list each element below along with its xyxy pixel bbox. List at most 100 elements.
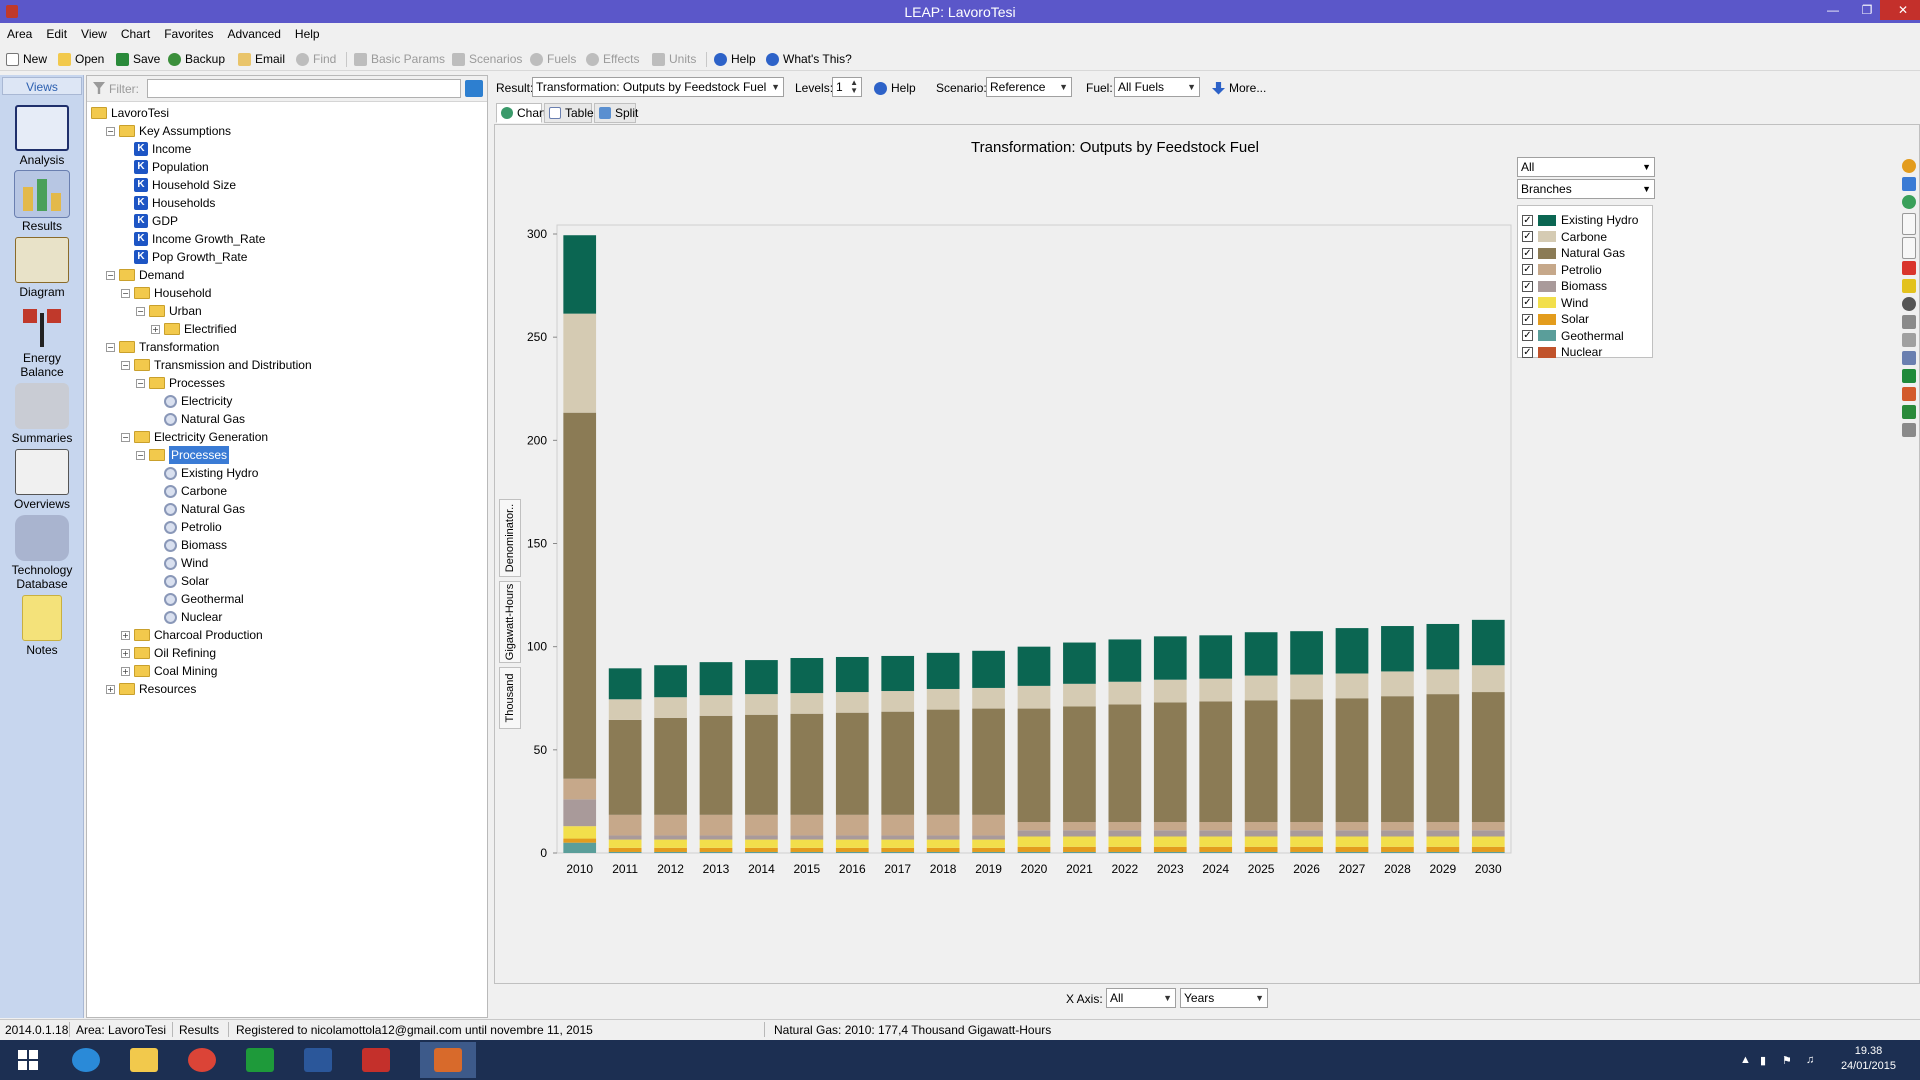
- bar-segment-petrolio[interactable]: [608, 814, 642, 836]
- bar-segment-petrolio[interactable]: [1426, 822, 1460, 831]
- x-axis-select[interactable]: All ▼: [1106, 988, 1176, 1008]
- bar-segment-biomass[interactable]: [790, 835, 824, 840]
- checkbox-checked-icon[interactable]: ✓: [1522, 313, 1533, 325]
- tree-node-key-assumption[interactable]: K GDP: [121, 212, 178, 230]
- bar-segment-carbone[interactable]: [1381, 671, 1414, 697]
- bar-segment-carbone[interactable]: [745, 694, 778, 715]
- leap-app-icon[interactable]: [6, 5, 18, 18]
- taskbar-file-explorer[interactable]: [116, 1042, 172, 1078]
- collapse-icon[interactable]: −: [106, 342, 115, 352]
- legend-item[interactable]: ✓ Geothermal: [1522, 328, 1624, 344]
- bar-segment-natural-gas[interactable]: [1471, 692, 1505, 823]
- result-help-button[interactable]: Help: [874, 80, 916, 96]
- menu-help[interactable]: Help: [294, 27, 320, 41]
- bar-segment-geothermal[interactable]: [608, 851, 642, 853]
- legend-item[interactable]: ✓ Nuclear: [1522, 344, 1602, 360]
- bar-segment-solar[interactable]: [563, 838, 597, 843]
- bar-segment-natural-gas[interactable]: [608, 719, 642, 815]
- bar-segment-wind[interactable]: [1199, 836, 1233, 847]
- bar-segment-petrolio[interactable]: [1108, 822, 1142, 831]
- bar-segment-existing-hydro[interactable]: [1153, 636, 1187, 680]
- tree-node-process[interactable]: Geothermal: [151, 590, 244, 608]
- bar-segment-existing-hydro[interactable]: [563, 235, 597, 314]
- more-button[interactable]: More...: [1212, 80, 1266, 96]
- zero-axis-icon[interactable]: [1902, 213, 1916, 235]
- maximize-button[interactable]: ❐: [1861, 3, 1873, 17]
- tab-chart[interactable]: Chart: [496, 103, 546, 123]
- result-select[interactable]: Transformation: Outputs by Feedstock Fue…: [532, 77, 784, 97]
- expand-icon[interactable]: +: [121, 648, 130, 658]
- volume-icon[interactable]: ♫: [1806, 1054, 1815, 1066]
- taskbar-clock[interactable]: 19.38 24/01/2015: [1841, 1044, 1896, 1074]
- bar-segment-carbone[interactable]: [1244, 675, 1278, 701]
- bar-segment-petrolio[interactable]: [1290, 822, 1323, 831]
- bar-segment-solar[interactable]: [654, 847, 687, 852]
- tree-node-folder[interactable]: − Transformation: [106, 338, 219, 356]
- network-icon[interactable]: ▮: [1760, 1055, 1767, 1067]
- collapse-icon[interactable]: −: [136, 450, 145, 460]
- tree-node-folder[interactable]: + Coal Mining: [121, 662, 217, 680]
- bar-segment-natural-gas[interactable]: [1290, 699, 1323, 823]
- bar-segment-biomass[interactable]: [1199, 830, 1233, 837]
- bar-segment-natural-gas[interactable]: [1017, 708, 1051, 823]
- bar-segment-carbone[interactable]: [563, 313, 597, 413]
- bar-segment-carbone[interactable]: [608, 699, 642, 720]
- menu-favorites[interactable]: Favorites: [164, 27, 214, 41]
- bar-segment-geothermal[interactable]: [926, 851, 960, 853]
- bar-segment-carbone[interactable]: [835, 692, 869, 713]
- bar-segment-wind[interactable]: [835, 839, 869, 848]
- bar-segment-petrolio[interactable]: [699, 814, 733, 836]
- data-labels-icon[interactable]: [1902, 279, 1916, 293]
- bar-segment-wind[interactable]: [1426, 836, 1460, 847]
- bar-segment-solar[interactable]: [790, 847, 824, 852]
- tree-node-process[interactable]: Petrolio: [151, 518, 222, 536]
- bar-segment-solar[interactable]: [745, 847, 778, 852]
- bar-segment-solar[interactable]: [1017, 846, 1051, 852]
- chart-group-select[interactable]: Branches ▼: [1517, 179, 1655, 199]
- bar-segment-biomass[interactable]: [926, 835, 960, 840]
- bar-segment-biomass[interactable]: [563, 799, 597, 827]
- bar-segment-solar[interactable]: [881, 847, 915, 852]
- bar-segment-solar[interactable]: [699, 847, 733, 852]
- bar-segment-carbone[interactable]: [1153, 679, 1187, 703]
- taskbar-internet-explorer[interactable]: [58, 1042, 114, 1078]
- bar-segment-natural-gas[interactable]: [835, 712, 869, 815]
- bar-segment-solar[interactable]: [972, 847, 1005, 852]
- bar-segment-biomass[interactable]: [1381, 830, 1414, 837]
- action-center-icon[interactable]: ⚑: [1782, 1055, 1792, 1067]
- bar-segment-geothermal[interactable]: [699, 851, 733, 853]
- bar-segment-petrolio[interactable]: [1471, 822, 1505, 831]
- bar-segment-wind[interactable]: [563, 826, 597, 839]
- bar-segment-carbone[interactable]: [1426, 669, 1460, 695]
- bar-segment-natural-gas[interactable]: [1335, 698, 1369, 823]
- menu-advanced[interactable]: Advanced: [227, 27, 281, 41]
- bar-segment-wind[interactable]: [1153, 836, 1187, 847]
- bar-segment-natural-gas[interactable]: [1153, 702, 1187, 823]
- bar-segment-petrolio[interactable]: [654, 814, 687, 836]
- collapse-icon[interactable]: −: [121, 288, 130, 298]
- bar-segment-solar[interactable]: [608, 847, 642, 852]
- bar-segment-geothermal[interactable]: [1108, 851, 1142, 853]
- bar-chart-icon[interactable]: [1902, 177, 1916, 191]
- bar-segment-biomass[interactable]: [654, 835, 687, 840]
- bar-segment-wind[interactable]: [881, 839, 915, 848]
- bar-segment-carbone[interactable]: [1063, 683, 1096, 707]
- tree-node-process[interactable]: Solar: [151, 572, 209, 590]
- view-technology-database[interactable]: Technology Database: [0, 515, 84, 591]
- legend-item[interactable]: ✓ Petrolio: [1522, 262, 1602, 278]
- whats-this-button[interactable]: What's This?: [766, 51, 852, 67]
- bar-segment-biomass[interactable]: [1063, 830, 1096, 837]
- stacked-bar-chart[interactable]: 0 50 100 150 200 250 300 2010 2011 2012 2013 2014 20…: [495, 125, 1515, 985]
- bar-segment-solar[interactable]: [1335, 846, 1369, 852]
- bar-segment-geothermal[interactable]: [745, 851, 778, 853]
- bar-segment-biomass[interactable]: [1471, 830, 1505, 837]
- tree-node-folder[interactable]: − Processes: [136, 374, 225, 392]
- save-button[interactable]: Save: [116, 51, 160, 67]
- view-overviews[interactable]: Overviews: [0, 449, 84, 511]
- bar-segment-biomass[interactable]: [745, 835, 778, 840]
- bar-segment-petrolio[interactable]: [1199, 822, 1233, 831]
- bar-segment-solar[interactable]: [1063, 846, 1096, 852]
- view-diagram[interactable]: Diagram: [0, 237, 84, 299]
- bar-segment-existing-hydro[interactable]: [881, 655, 915, 692]
- bar-segment-geothermal[interactable]: [1471, 851, 1505, 853]
